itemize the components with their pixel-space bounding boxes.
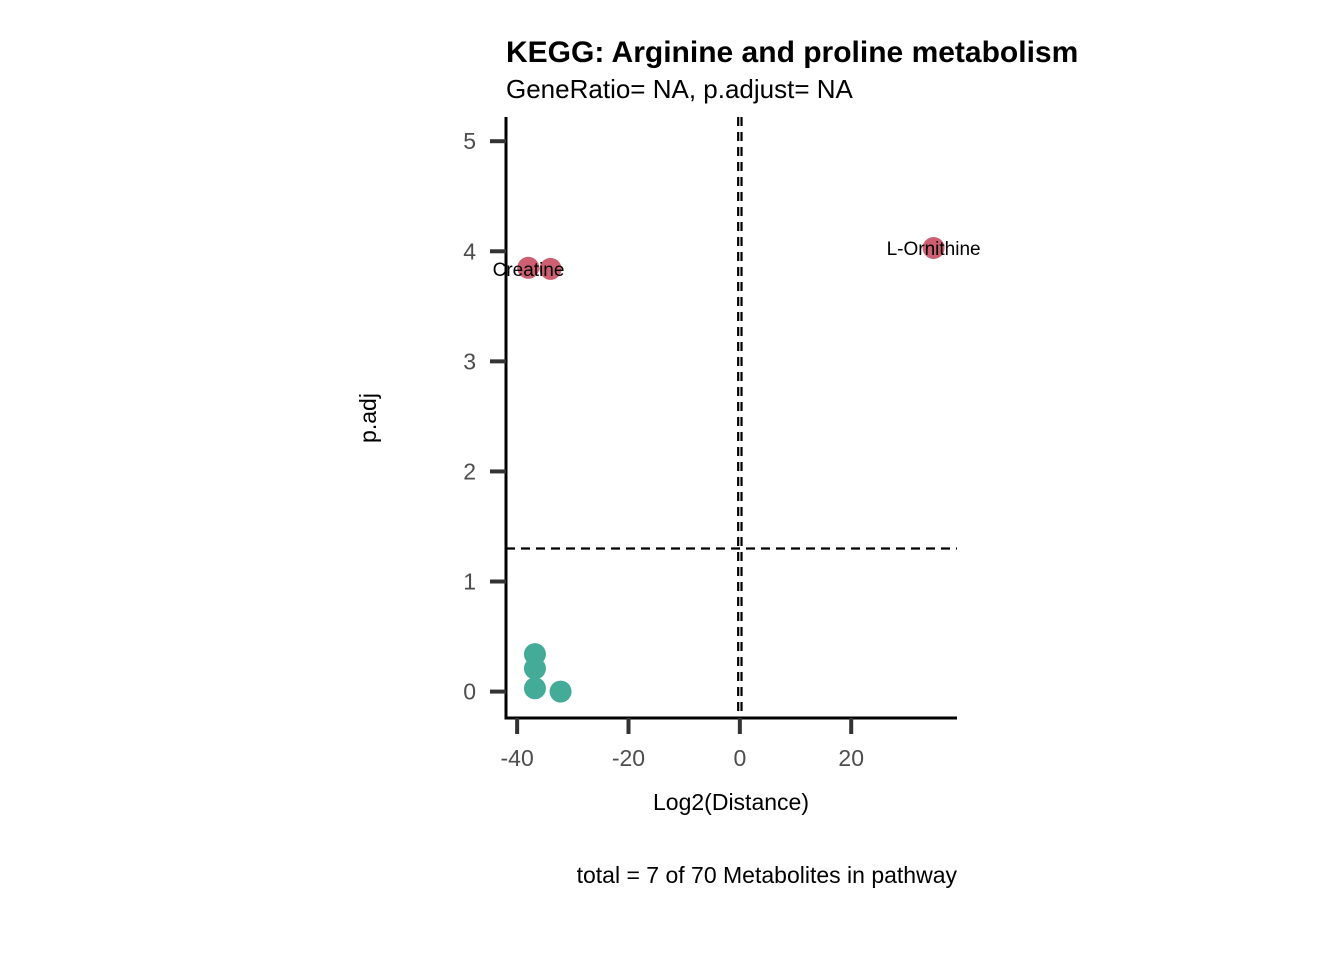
chart-caption: total = 7 of 70 Metabolites in pathway bbox=[577, 862, 958, 888]
y-tick-label: 0 bbox=[463, 679, 476, 705]
data-point bbox=[517, 256, 540, 279]
x-tick-label: 0 bbox=[733, 745, 746, 771]
y-tick-label: 2 bbox=[463, 458, 476, 484]
chart-title: KEGG: Arginine and proline metabolism bbox=[506, 36, 1078, 69]
y-tick-label: 4 bbox=[463, 238, 476, 264]
point-label: Creatine bbox=[493, 260, 565, 281]
x-axis-title: Log2(Distance) bbox=[653, 789, 809, 815]
data-point bbox=[539, 257, 562, 280]
y-axis-title: p.adj bbox=[355, 393, 381, 443]
data-point bbox=[523, 657, 546, 680]
y-tick-label: 5 bbox=[463, 128, 476, 154]
data-point bbox=[922, 236, 945, 259]
x-tick-label: -40 bbox=[501, 745, 534, 771]
point-label: L-Ornithine bbox=[887, 239, 981, 260]
y-tick-label: 3 bbox=[463, 348, 476, 374]
chart-subtitle: GeneRatio= NA, p.adjust= NA bbox=[506, 74, 854, 104]
data-point bbox=[523, 677, 546, 700]
x-tick-label: 20 bbox=[838, 745, 864, 771]
data-point bbox=[549, 680, 572, 703]
y-tick-label: 1 bbox=[463, 569, 476, 595]
x-tick-label: -20 bbox=[612, 745, 645, 771]
plot-area: 0 1 2 3 4 5 -40 -20 0 20 Creatine L-Ornithine bbox=[463, 117, 981, 771]
